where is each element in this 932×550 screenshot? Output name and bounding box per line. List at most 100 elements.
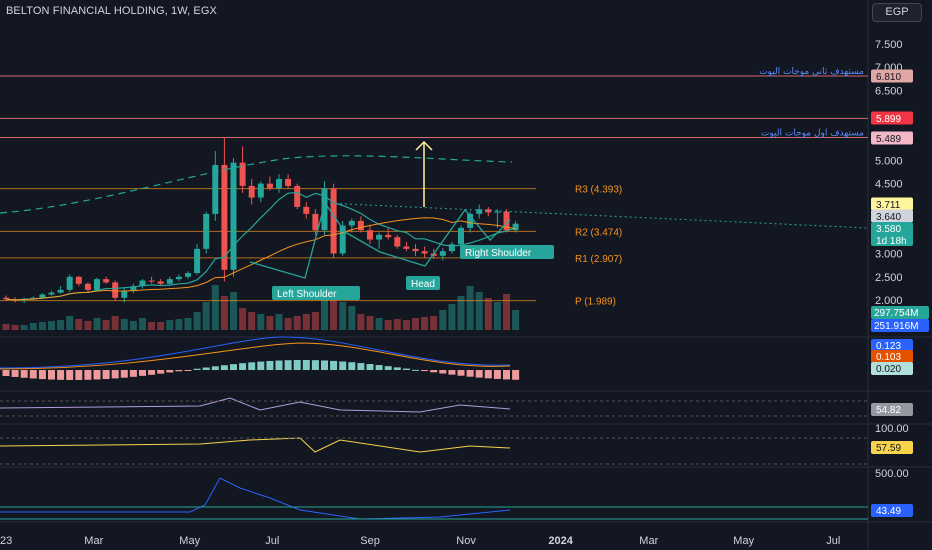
time-axis-tick: May [179,535,200,547]
candle-body [367,230,373,240]
stoch-tag [871,441,913,454]
pivot-label: R2 (3.474) [575,227,622,238]
macd-histogram-bar [38,370,46,380]
macd-tag-text: 0.123 [876,341,901,352]
target-arrow-head [415,140,433,151]
macd-histogram-bar [466,370,474,377]
candle-body [394,237,401,247]
volume-bar [220,296,228,330]
macd-histogram-bar [284,360,292,370]
macd-histogram-bar [357,363,365,370]
volume-bar [11,325,19,330]
volume-bar [102,320,110,330]
macd-histogram-bar [330,360,338,370]
pattern-line [249,201,511,279]
macd-histogram-bar [512,370,520,380]
macd-histogram-bar [503,370,510,380]
volume-bar [175,319,183,330]
macd-histogram-bar [257,361,265,370]
macd-histogram-bar [402,368,410,370]
candle-body [512,223,519,231]
pivot-label: R1 (2.907) [575,254,622,265]
candle-body [458,227,464,245]
volume-bar [157,322,165,330]
volume-bar [57,320,65,330]
macd-histogram-bar [384,366,392,370]
candle-body [185,273,191,277]
price-tag [871,111,913,125]
time-axis-tick: 23 [0,535,12,547]
volume-bar [493,302,501,330]
pattern-label-box [406,276,440,290]
candle-body [121,290,128,298]
volume-bar [129,321,137,330]
volume-bar [48,321,55,330]
volume-bar [348,306,356,330]
volume-bar [29,323,37,330]
macd-histogram-bar [57,370,65,380]
adx-tag [871,504,913,517]
volume-bar [2,324,10,330]
macd-histogram-bar [93,370,101,380]
macd-histogram-bar [2,370,10,376]
price-tag-text: 3.640 [876,212,901,223]
candle-body [57,289,64,293]
price-axis-tick: 5.000 [875,155,903,167]
macd-histogram-bar [339,361,347,370]
candle-body [303,206,310,214]
candle-body [30,297,37,299]
price-tag [871,222,913,246]
candle-body [476,209,483,214]
candle-body [321,188,328,231]
volume-bar [166,320,174,330]
macd-histogram-bar [75,370,83,380]
candle-body [248,185,255,198]
rsi-line [0,397,511,413]
macd-histogram-bar [11,370,19,377]
volume-bar [302,314,310,330]
volume-bar [384,320,392,330]
candle-body [239,162,246,186]
volume-bar [421,317,429,330]
price-axis-tick: 7.500 [875,39,903,51]
candle-body [257,183,264,198]
candle-body [330,188,337,254]
volume-bar [412,318,419,330]
candle-body [130,286,137,291]
macd-histogram-bar [293,360,301,370]
currency-button[interactable]: EGP [872,3,922,22]
price-tag-text: 5.899 [876,114,901,125]
candle-body [66,276,73,290]
volume-bar [393,319,401,330]
volume-bar [311,312,319,330]
volume-bar [484,298,492,330]
macd-histogram-bar [220,365,228,370]
price-axis-tick: 6.500 [875,85,903,97]
volume-bar [93,318,101,330]
candle-body [112,282,119,298]
macd-histogram-bar [66,370,74,380]
price-tag [871,131,913,145]
macd-histogram-bar [248,362,256,370]
time-axis-tick: Mar [639,535,658,547]
candle-body [339,225,346,254]
macd-histogram-bar [166,370,174,373]
macd-histogram-bar [493,370,501,379]
candle-body [266,183,273,189]
macd-histogram-bar [202,367,210,370]
volume-bar [184,318,192,330]
candle-body [148,280,155,282]
candle-body [385,234,392,238]
macd-histogram-bar [111,370,119,379]
price-axis-tick: 2.000 [875,295,903,307]
price-axis-tick: 3.000 [875,249,903,261]
volume-bar [266,316,274,330]
macd-tag [871,350,913,363]
time-axis-tick: Jul [265,535,279,547]
price-axis-tick: 4.500 [875,179,903,191]
price-tag [871,197,913,211]
volume-bar [38,322,46,330]
candle-body [485,209,492,213]
candle-body [348,220,355,226]
